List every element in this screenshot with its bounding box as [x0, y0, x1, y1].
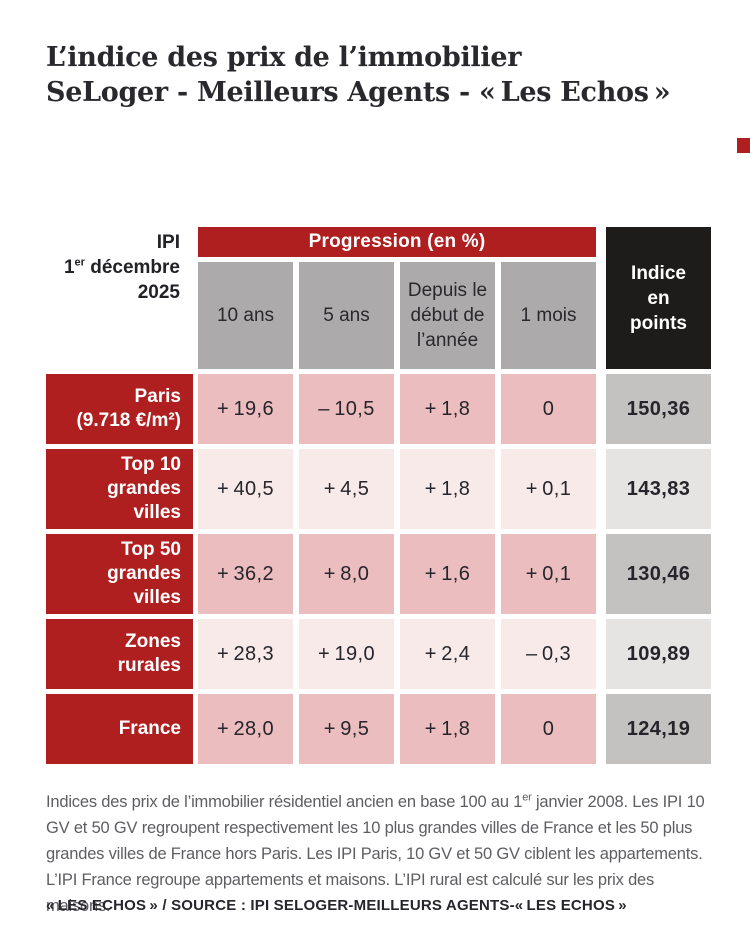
- table-row-top50: Top 50 grandes villes + 36,2 + 8,0 + 1,6…: [46, 534, 711, 614]
- price-index-table: IPI 1er décembre 2025 Progression (en %)…: [46, 227, 711, 764]
- index-cell: 150,36: [606, 374, 711, 444]
- value-cell: + 1,8: [400, 449, 495, 529]
- source-line: « LES ECHOS » / SOURCE : IPI SELOGER-MEI…: [46, 897, 627, 914]
- index-cell: 143,83: [606, 449, 711, 529]
- value-cell: + 40,5: [198, 449, 293, 529]
- column-header-5-ans: 5 ans: [299, 262, 394, 369]
- page-title-line2: SeLoger - Meilleurs Agents - « Les Echos…: [46, 77, 671, 108]
- index-cell: 124,19: [606, 694, 711, 764]
- row-label-paris: Paris (9.718 €/m²): [46, 374, 193, 444]
- table-row-paris: Paris (9.718 €/m²) + 19,6 – 10,5 + 1,8 0…: [46, 374, 711, 444]
- page-title-line1: L’indice des prix de l’immobilier: [46, 42, 522, 73]
- value-cell: + 0,1: [501, 534, 596, 614]
- value-cell: + 0,1: [501, 449, 596, 529]
- row-label-zones-rurales: Zones rurales: [46, 619, 193, 689]
- progression-header-group: Progression (en %) 10 ans 5 ans Depuis l…: [198, 227, 596, 369]
- value-cell: + 8,0: [299, 534, 394, 614]
- value-cell: 0: [501, 694, 596, 764]
- value-cell: + 1,6: [400, 534, 495, 614]
- table-row-top10: Top 10 grandes villes + 40,5 + 4,5 + 1,8…: [46, 449, 711, 529]
- footnote: Indices des prix de l’immobilier résiden…: [46, 791, 705, 915]
- red-edge-mark: [737, 138, 750, 153]
- corner-label-ipi: IPI: [156, 232, 180, 253]
- page-title: L’indice des prix de l’immobilier SeLoge…: [46, 40, 706, 110]
- corner-label-date: 1er décembre: [63, 256, 180, 278]
- value-cell: + 28,3: [198, 619, 293, 689]
- value-cell: – 10,5: [299, 374, 394, 444]
- value-cell: + 2,4: [400, 619, 495, 689]
- value-cell: + 4,5: [299, 449, 394, 529]
- table-row-zones-rurales: Zones rurales + 28,3 + 19,0 + 2,4 – 0,3 …: [46, 619, 711, 689]
- row-label-top50: Top 50 grandes villes: [46, 534, 193, 614]
- corner-label: IPI 1er décembre 2025: [46, 227, 198, 369]
- index-cell: 109,89: [606, 619, 711, 689]
- column-header-depuis-debut-annee: Depuis le début de l’année: [400, 262, 495, 369]
- progression-header: Progression (en %): [198, 227, 596, 257]
- column-header-1-mois: 1 mois: [501, 262, 596, 369]
- row-label-france: France: [46, 694, 193, 764]
- index-points-header: Indice en points: [606, 227, 711, 369]
- value-cell: + 19,6: [198, 374, 293, 444]
- column-header-10-ans: 10 ans: [198, 262, 293, 369]
- value-cell: + 19,0: [299, 619, 394, 689]
- corner-label-year: 2025: [137, 282, 180, 303]
- row-label-top10: Top 10 grandes villes: [46, 449, 193, 529]
- table-header: IPI 1er décembre 2025 Progression (en %)…: [46, 227, 711, 369]
- value-cell: + 36,2: [198, 534, 293, 614]
- value-cell: – 0,3: [501, 619, 596, 689]
- index-cell: 130,46: [606, 534, 711, 614]
- value-cell: + 1,8: [400, 694, 495, 764]
- value-cell: + 28,0: [198, 694, 293, 764]
- value-cell: + 1,8: [400, 374, 495, 444]
- column-headers: 10 ans 5 ans Depuis le début de l’année …: [198, 262, 596, 369]
- value-cell: + 9,5: [299, 694, 394, 764]
- table-row-france: France + 28,0 + 9,5 + 1,8 0 124,19: [46, 694, 711, 764]
- value-cell: 0: [501, 374, 596, 444]
